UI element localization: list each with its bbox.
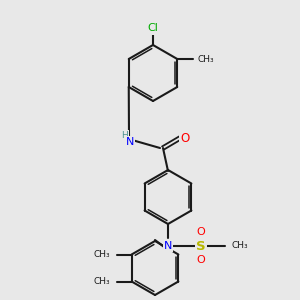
Text: CH₃: CH₃ — [94, 277, 111, 286]
Text: N: N — [126, 137, 134, 147]
Text: O: O — [180, 131, 190, 145]
Text: CH₃: CH₃ — [231, 242, 247, 250]
Text: O: O — [196, 227, 206, 237]
Text: H: H — [122, 130, 128, 140]
Text: O: O — [196, 255, 206, 265]
Text: S: S — [196, 239, 206, 253]
Text: CH₃: CH₃ — [94, 250, 111, 259]
Text: Cl: Cl — [148, 23, 158, 33]
Text: CH₃: CH₃ — [197, 55, 214, 64]
Text: N: N — [164, 241, 172, 251]
